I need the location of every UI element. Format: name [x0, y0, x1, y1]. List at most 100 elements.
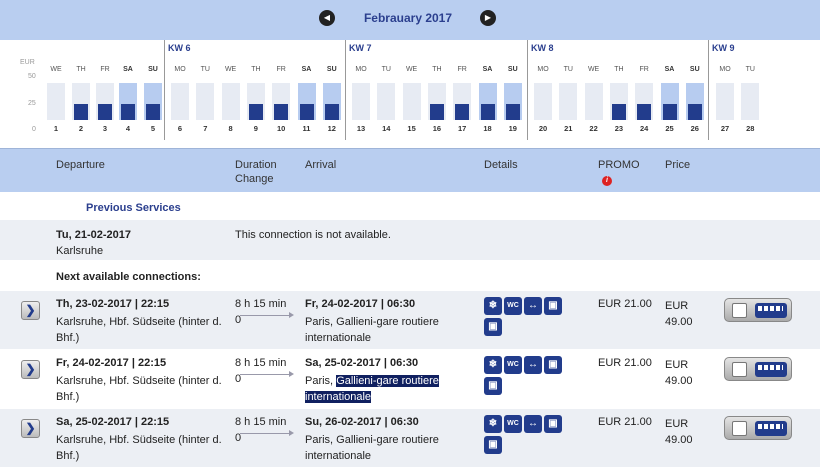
changes: 0 — [235, 373, 242, 385]
hand-luggage-icon[interactable]: ▣ — [484, 377, 502, 395]
col-duration: Duration Change — [235, 158, 277, 186]
day-price-bar[interactable] — [584, 83, 603, 120]
day-number: 4 — [125, 124, 131, 133]
day-number: 18 — [483, 124, 492, 133]
day-number: 22 — [589, 124, 598, 133]
day-price-bar[interactable] — [685, 83, 704, 120]
day-price-bar[interactable] — [635, 83, 654, 120]
day-price-bar[interactable] — [47, 83, 65, 120]
week-label: KW 6 — [168, 43, 191, 53]
luggage-icon[interactable]: ▣ — [544, 356, 562, 374]
month-header: ◀ Febrauary 2017 ▶ — [0, 0, 820, 40]
price-value: 49.00 — [665, 375, 693, 387]
day-name: TH — [76, 66, 86, 73]
day-number: 15 — [407, 124, 416, 133]
day-price-bar[interactable] — [352, 83, 370, 120]
day-price-bar[interactable] — [377, 83, 396, 120]
legroom-icon[interactable]: ↔ — [524, 356, 542, 374]
day-price-bar[interactable] — [660, 83, 679, 120]
day-price-bar[interactable] — [119, 83, 137, 120]
previous-services-link[interactable]: Previous Services — [86, 202, 181, 214]
day-name: FR — [457, 66, 467, 73]
day-price-bar[interactable] — [453, 83, 472, 120]
day-price-bar[interactable] — [741, 83, 760, 120]
departure-stop: Karlsruhe, Hbf. Südseite (hinter d. Bhf.… — [56, 434, 222, 462]
week-label: KW 7 — [349, 43, 372, 53]
select-checkbox[interactable] — [732, 421, 747, 436]
week-label: KW 9 — [712, 43, 735, 53]
day-price-bar[interactable] — [221, 83, 240, 120]
air-conditioning-icon[interactable]: ❄ — [484, 356, 502, 374]
col-duration-label: Duration — [235, 159, 277, 171]
promo-price: EUR 21.00 — [598, 357, 652, 369]
luggage-icon[interactable]: ▣ — [544, 415, 562, 433]
select-checkbox[interactable] — [732, 303, 747, 318]
week-separator — [527, 40, 528, 140]
day-price-bar[interactable] — [402, 83, 421, 120]
hand-luggage-icon[interactable]: ▣ — [484, 318, 502, 336]
y-tick: 0 — [32, 126, 36, 133]
bus-icon — [755, 421, 787, 436]
air-conditioning-icon[interactable]: ❄ — [484, 297, 502, 315]
col-details: Details — [484, 159, 518, 171]
day-price-bar[interactable] — [144, 83, 162, 120]
select-bus-button[interactable] — [724, 298, 792, 322]
expand-connection-icon[interactable]: ❯ — [21, 301, 40, 320]
day-price-bar[interactable] — [196, 83, 215, 120]
price: EUR 49.00 — [665, 298, 693, 330]
day-number: 17 — [458, 124, 467, 133]
day-price-bar[interactable] — [609, 83, 628, 120]
week-separator — [708, 40, 709, 140]
day-price-bar[interactable] — [171, 83, 189, 120]
departure-time: Fr, 24-02-2017 | 22:15 — [56, 357, 167, 369]
day-name: SU — [689, 66, 700, 73]
legroom-icon[interactable]: ↔ — [524, 415, 542, 433]
day-price-bar[interactable] — [716, 83, 734, 120]
price-currency: EUR — [665, 300, 689, 312]
arrival-time: Fr, 24-02-2017 | 06:30 — [305, 298, 416, 310]
week-separator — [345, 40, 346, 140]
select-checkbox[interactable] — [732, 362, 747, 377]
day-price-bar[interactable] — [272, 83, 291, 120]
duration: 8 h 15 min — [235, 298, 287, 310]
day-price-bar[interactable] — [72, 83, 90, 120]
day-price-bar[interactable] — [246, 83, 265, 120]
day-price-bar[interactable] — [96, 83, 114, 120]
day-price-bar[interactable] — [297, 83, 316, 120]
wc-icon[interactable]: WC — [504, 415, 522, 433]
departure-time: Th, 23-02-2017 | 22:15 — [56, 298, 170, 310]
prev-month-icon[interactable]: ◀ — [319, 10, 335, 26]
day-price-bar[interactable] — [427, 83, 446, 120]
day-name: SU — [507, 66, 518, 73]
month-title: Febrauary 2017 — [363, 11, 453, 25]
day-name: WE — [405, 66, 418, 73]
next-month-icon[interactable]: ▶ — [480, 10, 496, 26]
hand-luggage-icon[interactable]: ▣ — [484, 436, 502, 454]
expand-connection-icon[interactable]: ❯ — [21, 419, 40, 438]
price-value: 49.00 — [665, 434, 693, 446]
day-price-bar[interactable] — [478, 83, 497, 120]
day-number: 5 — [150, 124, 156, 133]
select-bus-button[interactable] — [724, 416, 792, 440]
day-price-bar[interactable] — [503, 83, 522, 120]
select-bus-button[interactable] — [724, 357, 792, 381]
wc-icon[interactable]: WC — [504, 297, 522, 315]
air-conditioning-icon[interactable]: ❄ — [484, 415, 502, 433]
promo-info-icon[interactable]: i — [602, 176, 612, 186]
y-tick: 50 — [28, 73, 36, 80]
price-value: 49.00 — [665, 316, 693, 328]
y-tick: 25 — [28, 100, 36, 107]
day-number: 1 — [53, 124, 59, 133]
wc-icon[interactable]: WC — [504, 356, 522, 374]
day-price-bar[interactable] — [534, 83, 552, 120]
day-price-bar[interactable] — [322, 83, 341, 120]
arrival-time: Sa, 25-02-2017 | 06:30 — [305, 357, 419, 369]
detail-icons: ❄ WC ↔ ▣▣ — [484, 356, 576, 398]
day-name: MO — [174, 66, 186, 73]
day-price-bar[interactable] — [559, 83, 578, 120]
luggage-icon[interactable]: ▣ — [544, 297, 562, 315]
legroom-icon[interactable]: ↔ — [524, 297, 542, 315]
day-name: TU — [200, 66, 210, 73]
day-name: TU — [563, 66, 573, 73]
expand-connection-icon[interactable]: ❯ — [21, 360, 40, 379]
